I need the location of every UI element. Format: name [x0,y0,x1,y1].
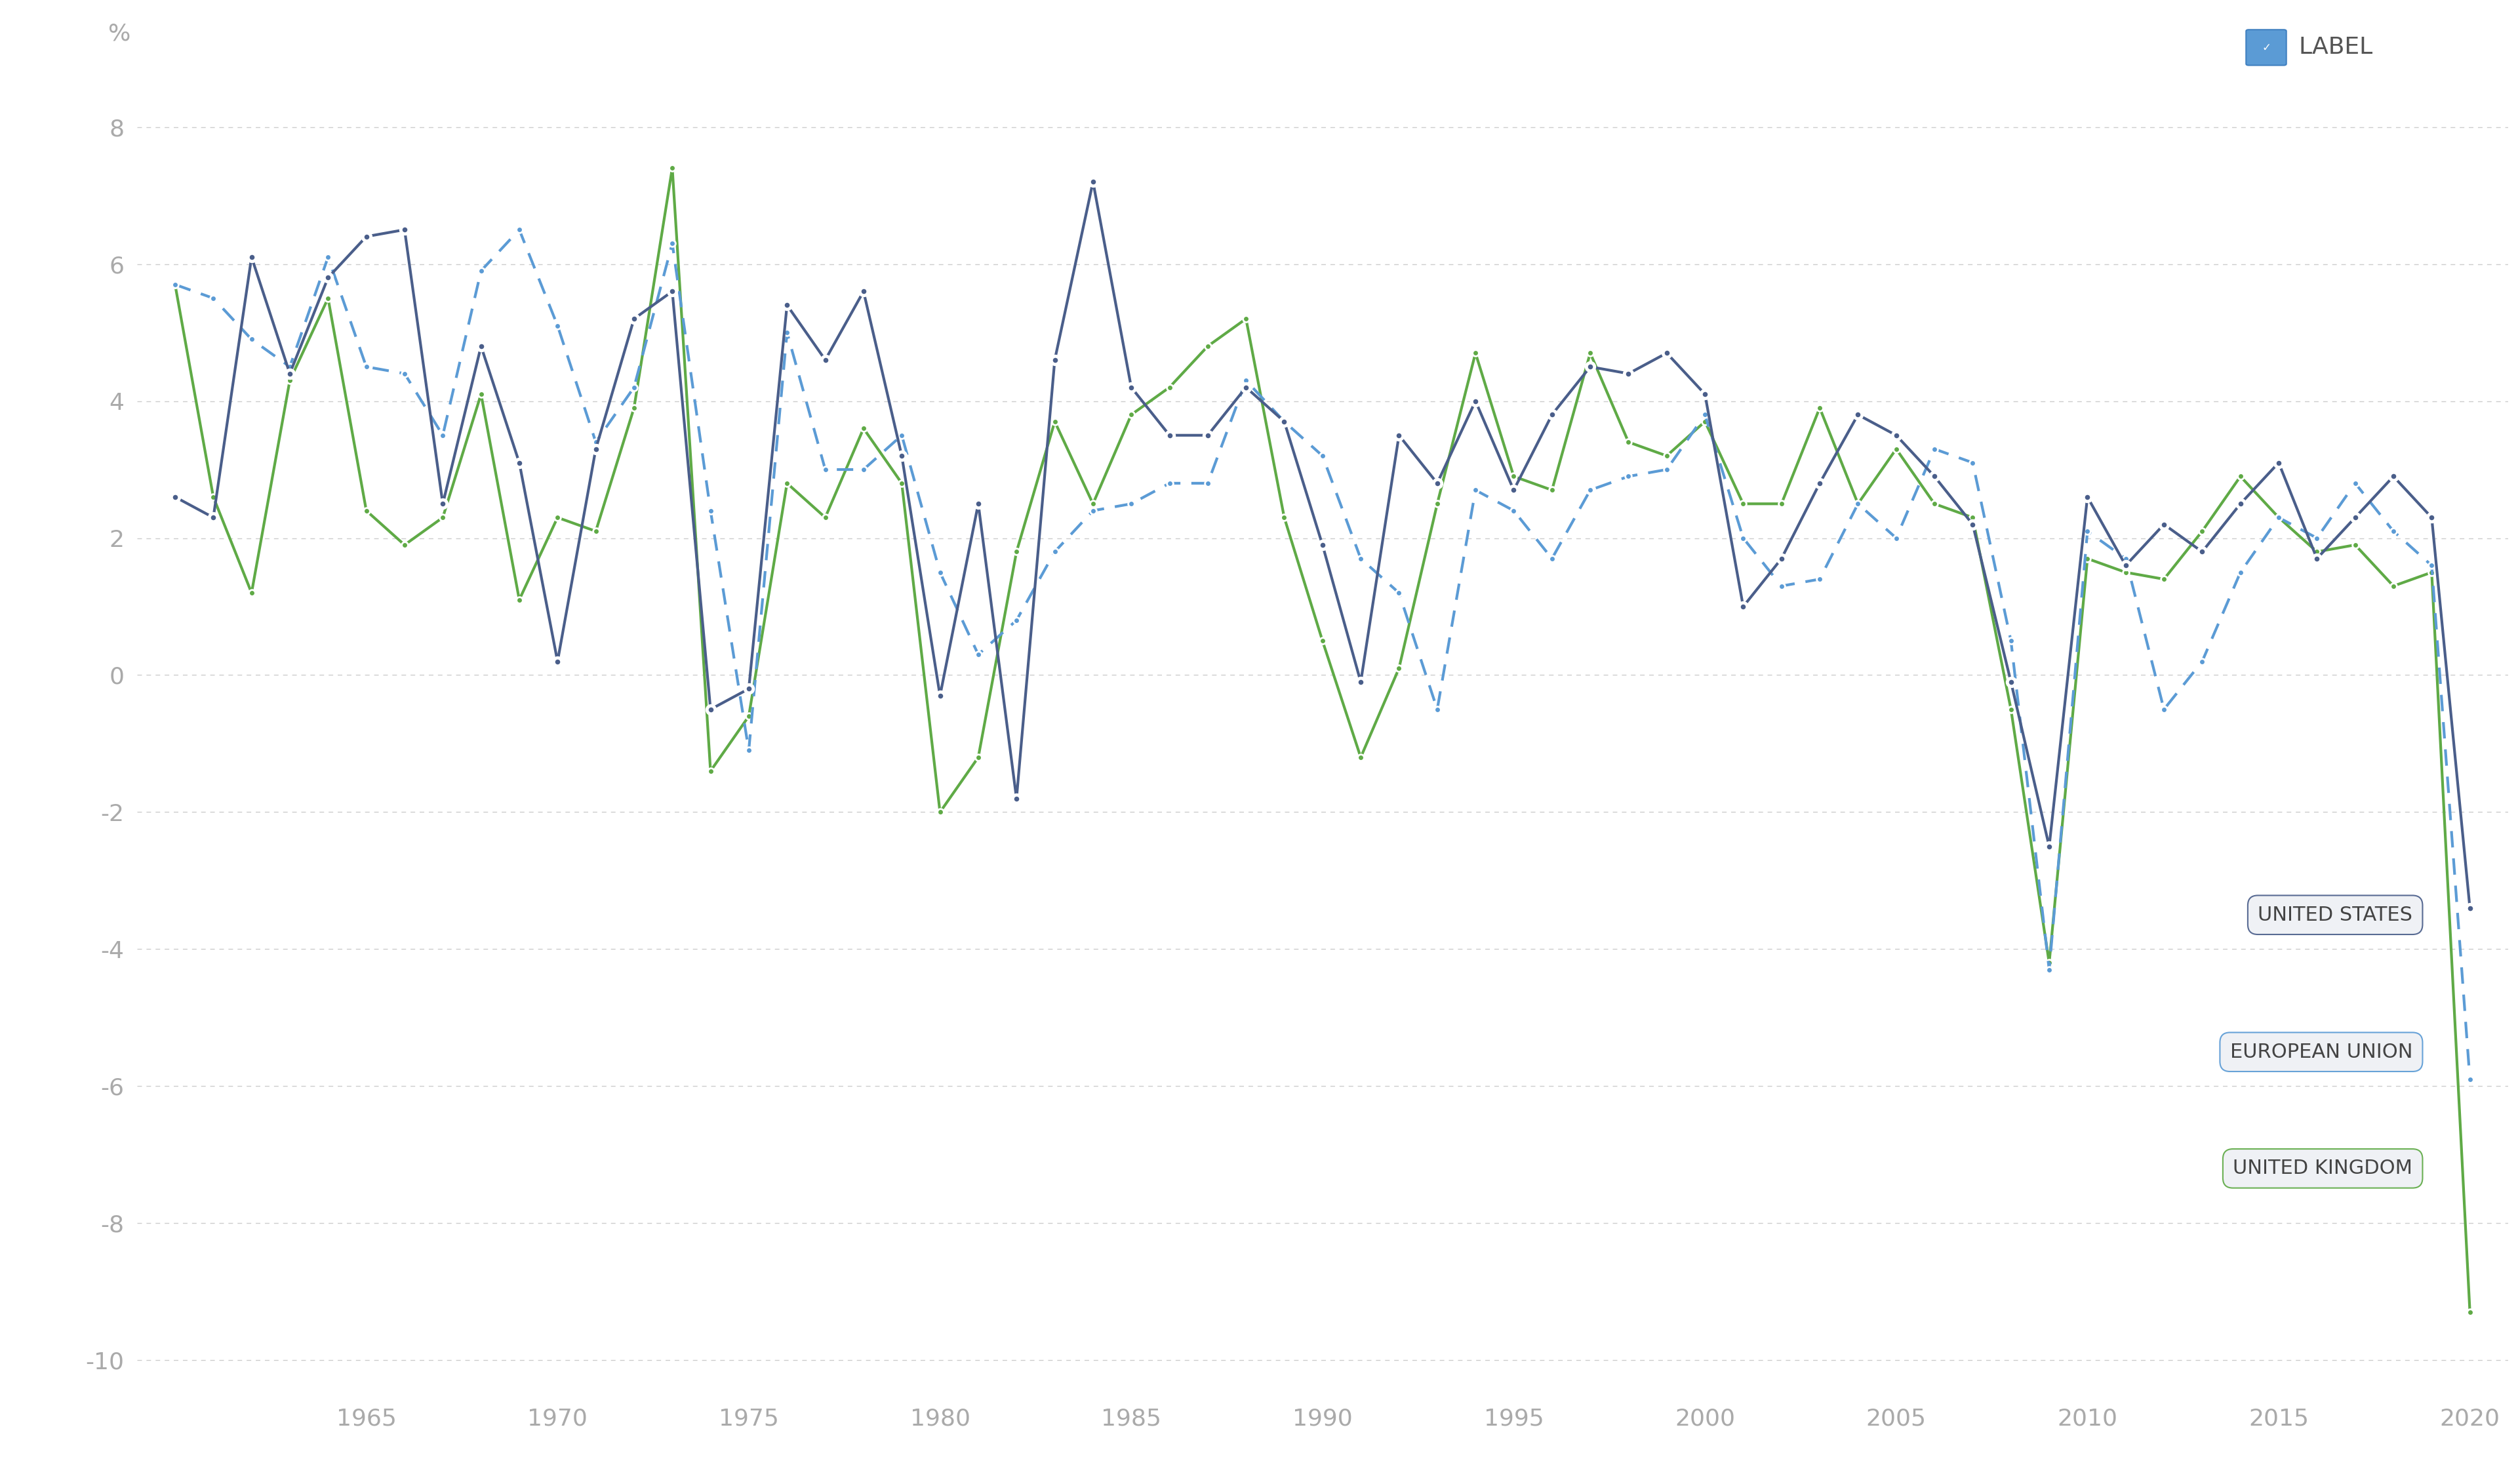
Text: %: % [108,22,131,45]
Text: LABEL: LABEL [2299,36,2372,59]
Text: EUROPEAN UNION: EUROPEAN UNION [2231,1042,2412,1061]
FancyBboxPatch shape [2246,30,2286,65]
Text: ✓: ✓ [2261,42,2271,53]
Text: UNITED KINGDOM: UNITED KINGDOM [2233,1159,2412,1178]
Text: UNITED STATES: UNITED STATES [2259,905,2412,925]
